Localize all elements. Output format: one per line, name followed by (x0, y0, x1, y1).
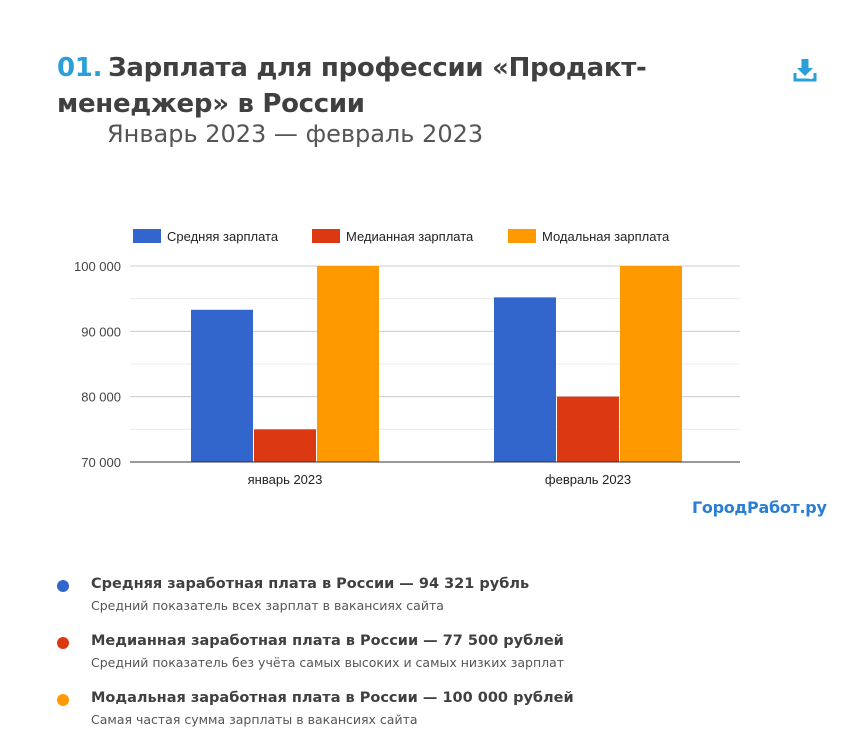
note-average-heading: Средняя заработная плата в России — 94 3… (91, 576, 530, 592)
y-tick-label: 70 000 (81, 455, 121, 470)
note-modal-heading: Модальная заработная плата в России — 10… (91, 690, 574, 706)
bar-modal-1 (317, 266, 379, 462)
bar-modal-2 (620, 266, 682, 462)
note-modal-text: Самая частая сумма зарплаты в вакансиях … (91, 712, 418, 727)
period-subtitle: Январь 2023 — февраль 2023 (107, 120, 484, 148)
modal-dot (57, 694, 69, 706)
bar-average-1 (191, 309, 253, 462)
bar-median-2 (557, 396, 619, 462)
download-icon[interactable] (791, 56, 819, 84)
bar-average-2 (494, 297, 556, 462)
legend-label: Модальная зарплата (542, 229, 670, 244)
note-modal: Модальная заработная плата в России — 10… (57, 686, 817, 743)
legend-label: Медианная зарплата (346, 229, 474, 244)
bar-median-1 (254, 429, 316, 462)
y-tick-label: 80 000 (81, 390, 121, 405)
note-average: Средняя заработная плата в России — 94 3… (57, 572, 817, 629)
note-average-text: Средний показатель всех зарплат в ваканс… (91, 598, 444, 613)
note-median: Медианная заработная плата в России — 77… (57, 629, 817, 686)
note-median-text: Средний показатель без учёта самых высок… (91, 655, 565, 670)
page-title: 01. Зарплата для профессии «Продакт-менед… (57, 50, 777, 122)
x-tick-label: февраль 2023 (545, 472, 631, 487)
legend-label: Средняя зарплата (167, 229, 279, 244)
x-tick-label: январь 2023 (248, 472, 323, 487)
section-number: 01. (57, 53, 103, 83)
title-text: Зарплата для профессии «Продакт-менеджер… (57, 53, 647, 119)
y-tick-label: 100 000 (74, 259, 121, 274)
title-block: 01. Зарплата для профессии «Продакт-менед… (57, 50, 777, 122)
note-median-heading: Медианная заработная плата в России — 77… (91, 633, 564, 649)
y-tick-label: 90 000 (81, 324, 121, 339)
legend-swatch (133, 229, 161, 243)
legend-swatch (312, 229, 340, 243)
salary-bar-chart: 70 000 80 000 90 000 100 000 январь 2023 февр… (74, 229, 740, 487)
salary-notes: Средняя заработная плата в России — 94 3… (57, 572, 817, 743)
average-dot (57, 580, 69, 592)
brand-logo-text[interactable]: ГородРабот.ру (692, 498, 827, 517)
median-dot (57, 637, 69, 649)
legend-swatch (508, 229, 536, 243)
